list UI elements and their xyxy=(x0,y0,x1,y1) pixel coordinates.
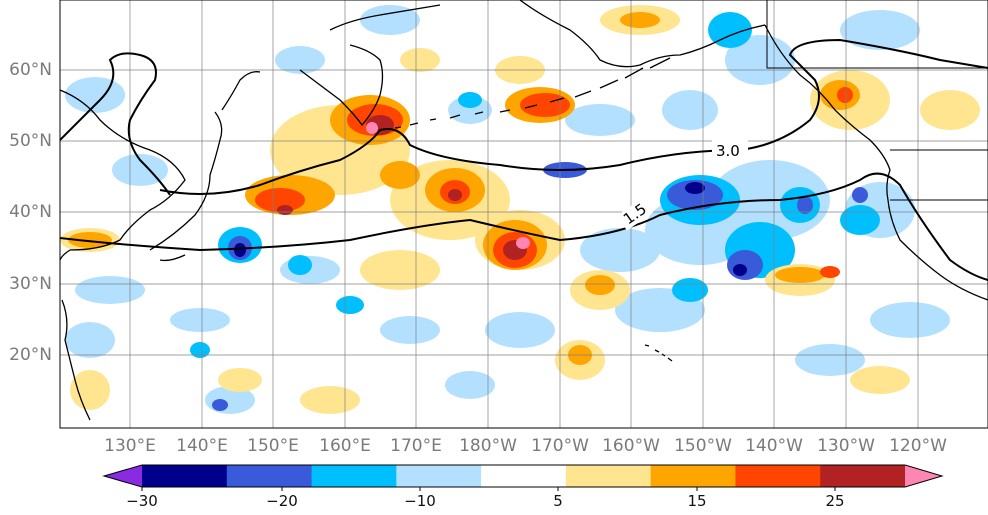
colorbar-tick: −10 xyxy=(404,492,436,510)
lat-label: 20°N xyxy=(9,345,52,365)
colorbar-tick: 15 xyxy=(687,492,707,510)
colorbar-tick: −30 xyxy=(126,492,158,510)
colorbar-segment xyxy=(820,465,906,487)
colorbar-tick: 5 xyxy=(553,492,563,510)
lon-label: 130°W xyxy=(817,436,875,456)
colorbar-segment xyxy=(565,465,652,487)
map-frame xyxy=(59,0,988,429)
lon-label: 150°W xyxy=(674,436,732,456)
lat-label: 60°N xyxy=(9,60,52,80)
contour-label-3-0: 3.0 xyxy=(716,142,740,160)
lon-label: 170°E xyxy=(390,436,442,456)
colorbar-segment xyxy=(142,465,228,487)
lon-label: 130°E xyxy=(104,436,156,456)
colorbar-segment xyxy=(650,465,736,487)
lat-label: 30°N xyxy=(9,274,52,294)
colorbar-extend-high xyxy=(905,465,942,487)
lon-label: 180°W xyxy=(459,436,517,456)
lon-label: 160°W xyxy=(602,436,660,456)
coastlines xyxy=(60,0,988,421)
lon-label: 170°W xyxy=(531,436,589,456)
contour-3-0 xyxy=(159,38,988,195)
contour-3-0-west xyxy=(60,52,171,196)
colorbar-segment xyxy=(311,465,397,487)
lon-label: 150°E xyxy=(247,436,299,456)
colorbar-segment xyxy=(735,465,821,487)
lat-label: 50°N xyxy=(9,131,52,151)
colorbar-extend-low xyxy=(104,465,142,487)
lon-label: 140°E xyxy=(176,436,228,456)
colorbar-segment xyxy=(396,465,482,487)
colorbar-segment xyxy=(226,465,313,487)
colorbar xyxy=(102,464,944,491)
lat-label: 40°N xyxy=(9,202,52,222)
anomaly-field xyxy=(60,5,980,414)
lon-label: 140°W xyxy=(745,436,803,456)
colorbar-segment xyxy=(481,465,567,487)
lon-label: 120°W xyxy=(889,436,947,456)
contour-label-bg-3 xyxy=(712,140,748,160)
colorbar-tick: 25 xyxy=(825,492,845,510)
lon-label: 160°E xyxy=(319,436,371,456)
colorbar-tick: −20 xyxy=(266,492,298,510)
